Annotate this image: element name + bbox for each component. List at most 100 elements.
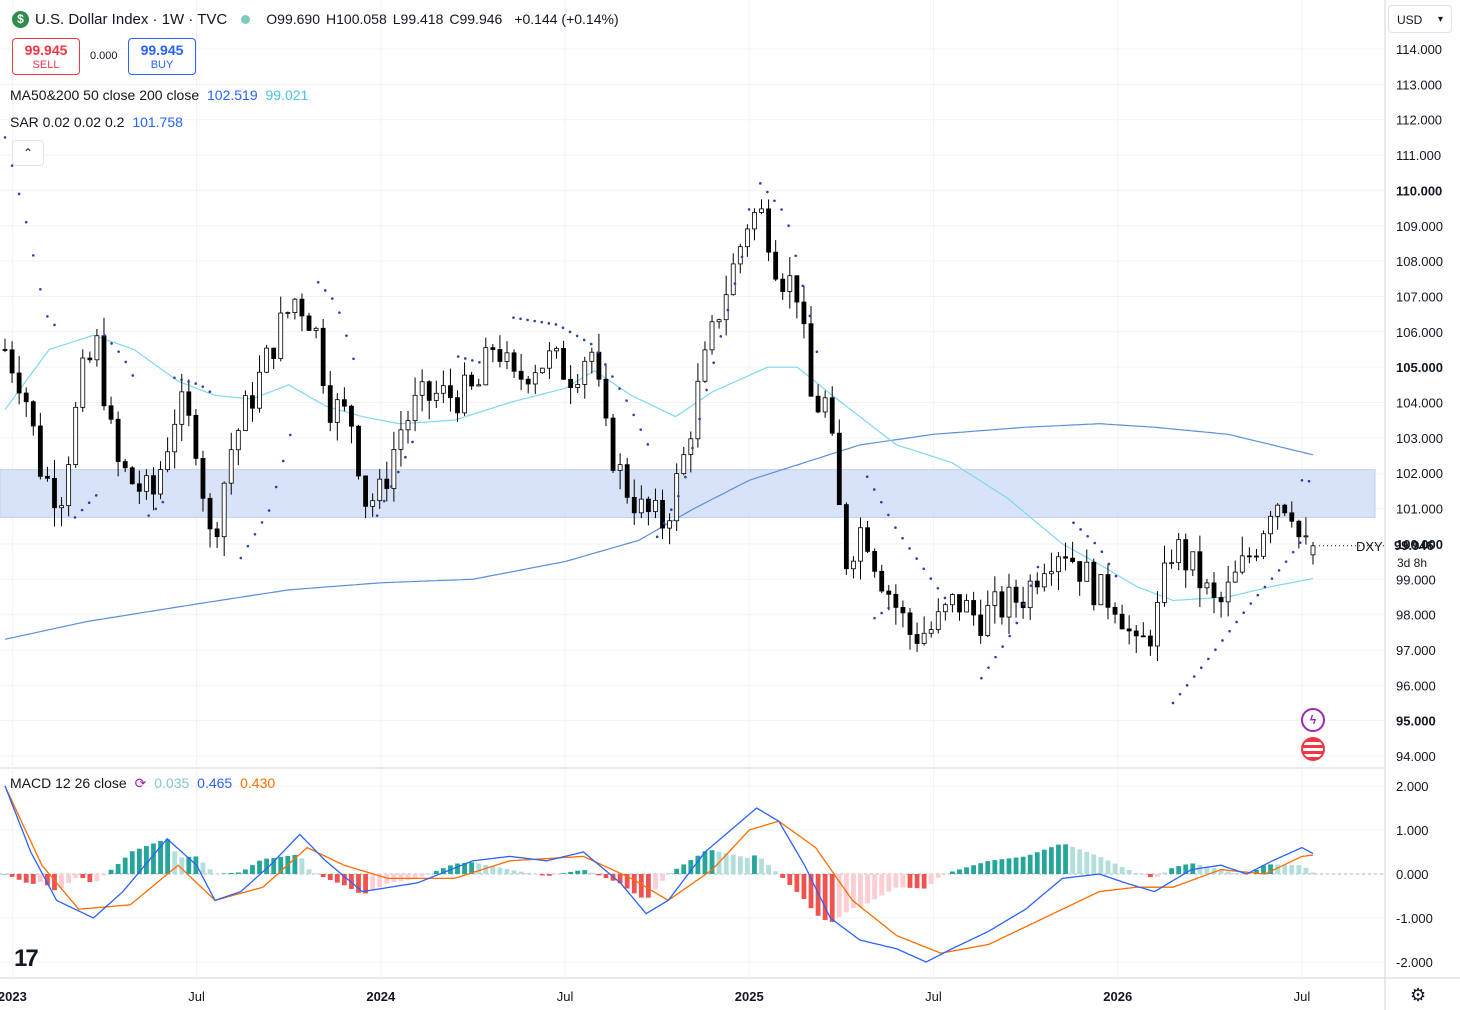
candle-body[interactable] [59, 505, 64, 509]
candle-body[interactable] [660, 499, 665, 529]
candle-body[interactable] [624, 464, 630, 498]
candle-body[interactable] [264, 347, 270, 373]
candle-body[interactable] [440, 385, 446, 394]
candle-body[interactable] [1155, 602, 1160, 647]
candle-body[interactable] [907, 612, 913, 635]
candle-body[interactable] [179, 391, 185, 425]
candle-body[interactable] [228, 449, 234, 484]
candle-body[interactable] [900, 607, 906, 614]
candle-body[interactable] [829, 397, 835, 434]
candle-body[interactable] [575, 384, 581, 388]
candle-body[interactable] [539, 367, 545, 374]
symbol-header[interactable]: $ U.S. Dollar Index · 1W · TVC O99.690 H1… [12, 9, 619, 29]
candle-body[interactable] [115, 418, 121, 462]
candle-body[interactable] [462, 374, 467, 414]
candle-body[interactable] [391, 448, 397, 489]
candle-body[interactable] [1098, 574, 1104, 606]
candle-body[interactable] [158, 469, 163, 495]
candle-body[interactable] [2, 349, 8, 351]
candle-body[interactable] [412, 394, 418, 422]
candle-body[interactable] [1133, 630, 1139, 637]
candle-body[interactable] [490, 347, 496, 350]
candle-body[interactable] [327, 385, 333, 423]
candle-body[interactable] [547, 350, 552, 369]
candle-body[interactable] [638, 498, 644, 514]
candle-body[interactable] [1077, 561, 1083, 582]
currency-dropdown[interactable]: USD ▾ [1388, 5, 1452, 33]
candle-body[interactable] [1303, 535, 1309, 538]
candle-body[interactable] [193, 414, 199, 459]
candle-body[interactable] [52, 477, 57, 509]
candle-body[interactable] [631, 497, 637, 514]
candle-body[interactable] [313, 327, 319, 331]
candle-body[interactable] [1218, 597, 1224, 603]
candle-body[interactable] [504, 352, 510, 362]
candle-body[interactable] [1084, 561, 1090, 582]
candle-body[interactable] [1296, 520, 1302, 538]
candle-body[interactable] [455, 397, 460, 414]
candle-body[interactable] [893, 593, 899, 608]
candle-body[interactable] [419, 381, 425, 396]
candle-body[interactable] [1063, 556, 1068, 559]
candle-body[interactable] [1056, 556, 1061, 573]
candle-body[interactable] [957, 594, 962, 613]
candle-body[interactable] [151, 475, 156, 495]
candle-body[interactable] [186, 391, 192, 416]
candle-body[interactable] [497, 349, 503, 362]
flash-event-icon[interactable]: ϟ [1301, 708, 1325, 732]
candle-body[interactable] [250, 395, 255, 409]
candle-body[interactable] [1204, 582, 1210, 589]
buy-button[interactable]: 99.945 BUY [128, 38, 196, 75]
candle-body[interactable] [1147, 635, 1153, 647]
candle-body[interactable] [469, 374, 475, 387]
sar-indicator-legend[interactable]: SAR 0.02 0.02 0.2 101.758 [10, 114, 183, 130]
candle-body[interactable] [653, 499, 658, 513]
candle-body[interactable] [561, 348, 566, 380]
candle-body[interactable] [695, 380, 701, 440]
candle-body[interactable] [426, 381, 432, 401]
candle-body[interactable] [709, 321, 715, 351]
candle-body[interactable] [921, 632, 927, 644]
candle-body[interactable] [37, 425, 43, 477]
candle-body[interactable] [9, 349, 15, 374]
macd-indicator-legend[interactable]: MACD 12 26 close ⟳ 0.035 0.465 0.430 [10, 775, 275, 792]
candle-body[interactable] [858, 527, 863, 562]
candle-body[interactable] [992, 591, 998, 606]
candle-body[interactable] [1140, 635, 1146, 638]
candle-body[interactable] [1091, 561, 1097, 606]
candle-body[interactable] [278, 312, 284, 359]
support-resistance-zone[interactable] [0, 469, 1376, 518]
candle-body[interactable] [306, 315, 312, 331]
candle-body[interactable] [1268, 515, 1273, 535]
candle-body[interactable] [843, 504, 849, 570]
candle-body[interactable] [398, 429, 404, 450]
candle-body[interactable] [737, 246, 743, 265]
candle-body[interactable] [1049, 571, 1054, 575]
candle-body[interactable] [822, 397, 828, 413]
candle-body[interactable] [851, 560, 856, 570]
collapse-legend-button[interactable]: ⌃ [12, 140, 44, 166]
candle-body[interactable] [87, 357, 93, 361]
candle-body[interactable] [730, 263, 736, 296]
candle-body[interactable] [356, 425, 361, 477]
candle-body[interactable] [1275, 504, 1281, 517]
candle-body[interactable] [221, 482, 227, 538]
candle-body[interactable] [568, 378, 574, 388]
candle-body[interactable] [94, 335, 100, 361]
candle-body[interactable] [942, 604, 948, 613]
candle-body[interactable] [292, 298, 298, 313]
candle-body[interactable] [511, 352, 517, 372]
candle-body[interactable] [596, 351, 602, 380]
candle-body[interactable] [483, 347, 489, 386]
candle-body[interactable] [172, 423, 178, 453]
candle-body[interactable] [1261, 533, 1266, 557]
candle-body[interactable] [1169, 562, 1174, 565]
candle-body[interactable] [45, 475, 50, 479]
candle-body[interactable] [886, 590, 892, 595]
us-flag-event-icon[interactable] [1301, 737, 1325, 761]
candle-body[interactable] [377, 478, 383, 502]
candle-body[interactable] [554, 348, 559, 352]
candle-body[interactable] [101, 335, 107, 407]
candle-body[interactable] [1126, 628, 1132, 632]
